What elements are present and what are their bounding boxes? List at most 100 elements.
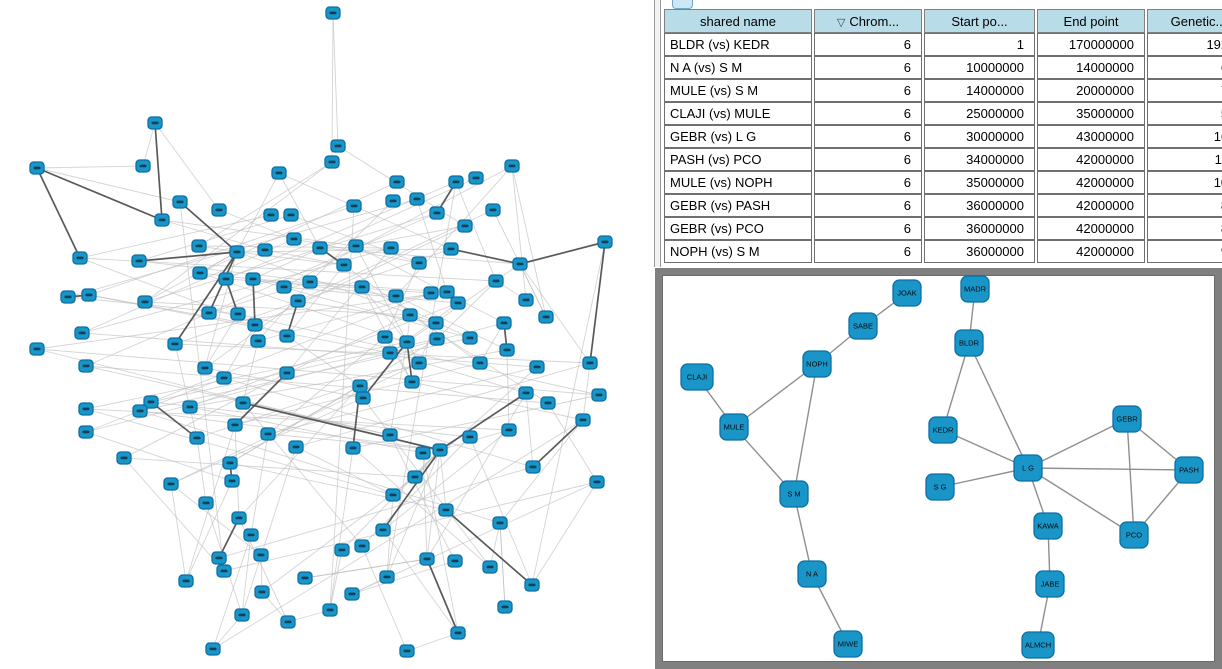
- column-header-genetic-[interactable]: Genetic...: [1147, 9, 1222, 33]
- panel-splitter[interactable]: [654, 0, 661, 267]
- node-shape[interactable]: [960, 275, 990, 303]
- network-node[interactable]: [245, 272, 261, 286]
- table-cell[interactable]: 34000000: [924, 148, 1035, 171]
- network-node[interactable]: [263, 208, 279, 222]
- node-shape[interactable]: [1119, 521, 1149, 549]
- network-node[interactable]: [198, 496, 214, 510]
- table-cell[interactable]: 7.5: [1147, 79, 1222, 102]
- network-node[interactable]: [205, 642, 221, 656]
- network-node[interactable]: [60, 290, 76, 304]
- network-node[interactable]: [540, 396, 556, 410]
- network-node[interactable]: [229, 245, 245, 259]
- network-node[interactable]: [411, 356, 427, 370]
- network-node[interactable]: [582, 356, 598, 370]
- table-cell[interactable]: N A (vs) S M: [664, 56, 812, 79]
- network-node-claji[interactable]: CLAJI: [680, 363, 714, 391]
- table-cell[interactable]: 30000000: [924, 125, 1035, 148]
- network-node[interactable]: [512, 257, 528, 271]
- network-node[interactable]: [231, 511, 247, 525]
- table-cell[interactable]: MULE (vs) NOPH: [664, 171, 812, 194]
- network-node-s-g[interactable]: S G: [925, 473, 955, 501]
- network-node[interactable]: [399, 644, 415, 658]
- network-node[interactable]: [182, 400, 198, 414]
- network-node[interactable]: [211, 203, 227, 217]
- network-node[interactable]: [279, 366, 295, 380]
- network-node[interactable]: [529, 360, 545, 374]
- network-node[interactable]: [385, 194, 401, 208]
- network-node[interactable]: [496, 316, 512, 330]
- table-cell[interactable]: 36000000: [924, 194, 1035, 217]
- table-cell[interactable]: 25000000: [924, 102, 1035, 125]
- table-cell[interactable]: 42000000: [1037, 148, 1145, 171]
- network-node[interactable]: [432, 443, 448, 457]
- network-node[interactable]: [29, 342, 45, 356]
- node-shape[interactable]: [1112, 405, 1142, 433]
- table-row[interactable]: N A (vs) S M610000000140000006.6: [664, 56, 1222, 79]
- network-node[interactable]: [81, 288, 97, 302]
- network-node[interactable]: [382, 346, 398, 360]
- network-node[interactable]: [197, 361, 213, 375]
- network-node[interactable]: [216, 564, 232, 578]
- network-node[interactable]: [189, 431, 205, 445]
- table-cell[interactable]: 11.4: [1147, 148, 1222, 171]
- table-cell[interactable]: 6: [814, 56, 922, 79]
- table-cell[interactable]: 6: [814, 194, 922, 217]
- network-node[interactable]: [501, 423, 517, 437]
- table-cell[interactable]: 14000000: [1037, 56, 1145, 79]
- node-shape[interactable]: [928, 416, 958, 444]
- network-node[interactable]: [201, 306, 217, 320]
- network-node[interactable]: [597, 235, 613, 249]
- network-node-jabe[interactable]: JABE: [1035, 570, 1065, 598]
- network-node[interactable]: [525, 460, 541, 474]
- network-node[interactable]: [447, 554, 463, 568]
- table-cell[interactable]: 6: [814, 148, 922, 171]
- node-shape[interactable]: [892, 279, 922, 307]
- network-node[interactable]: [388, 289, 404, 303]
- network-node[interactable]: [276, 280, 292, 294]
- network-node-s-m[interactable]: S M: [779, 480, 809, 508]
- table-row[interactable]: PASH (vs) PCO6340000004200000011.4: [664, 148, 1222, 171]
- table-cell[interactable]: 6: [814, 125, 922, 148]
- table-cell[interactable]: GEBR (vs) PASH: [664, 194, 812, 217]
- network-node[interactable]: [355, 391, 371, 405]
- network-node[interactable]: [312, 241, 328, 255]
- network-node[interactable]: [472, 356, 488, 370]
- table-cell[interactable]: 6: [814, 217, 922, 240]
- table-cell[interactable]: 16.9: [1147, 125, 1222, 148]
- table-cell[interactable]: 36000000: [924, 240, 1035, 263]
- node-shape[interactable]: [680, 363, 714, 391]
- network-node[interactable]: [497, 600, 513, 614]
- table-row[interactable]: MULE (vs) NOPH6350000004200000010.5: [664, 171, 1222, 194]
- network-node[interactable]: [280, 615, 296, 629]
- network-node[interactable]: [235, 396, 251, 410]
- network-node[interactable]: [218, 272, 234, 286]
- table-cell[interactable]: 6: [814, 240, 922, 263]
- network-node[interactable]: [399, 335, 415, 349]
- network-node[interactable]: [227, 418, 243, 432]
- network-node[interactable]: [222, 456, 238, 470]
- node-shape[interactable]: [1035, 570, 1065, 598]
- network-node[interactable]: [345, 441, 361, 455]
- network-node[interactable]: [163, 477, 179, 491]
- table-cell[interactable]: 20000000: [1037, 79, 1145, 102]
- table-cell[interactable]: 1: [924, 33, 1035, 56]
- network-node[interactable]: [352, 379, 368, 393]
- network-node[interactable]: [462, 430, 478, 444]
- network-node[interactable]: [482, 560, 498, 574]
- network-node[interactable]: [147, 116, 163, 130]
- network-node[interactable]: [524, 578, 540, 592]
- table-cell[interactable]: BLDR (vs) KEDR: [664, 33, 812, 56]
- table-row[interactable]: CLAJI (vs) MULE625000000350000005.9: [664, 102, 1222, 125]
- network-node[interactable]: [346, 199, 362, 213]
- network-node[interactable]: [191, 239, 207, 253]
- network-node-sabe[interactable]: SABE: [848, 312, 878, 340]
- table-cell[interactable]: NOPH (vs) S M: [664, 240, 812, 263]
- network-node[interactable]: [330, 139, 346, 153]
- network-node[interactable]: [283, 208, 299, 222]
- table-cell[interactable]: GEBR (vs) PCO: [664, 217, 812, 240]
- network-node[interactable]: [385, 488, 401, 502]
- network-node[interactable]: [254, 585, 270, 599]
- network-node[interactable]: [448, 175, 464, 189]
- table-cell[interactable]: PASH (vs) PCO: [664, 148, 812, 171]
- node-shape[interactable]: [779, 480, 809, 508]
